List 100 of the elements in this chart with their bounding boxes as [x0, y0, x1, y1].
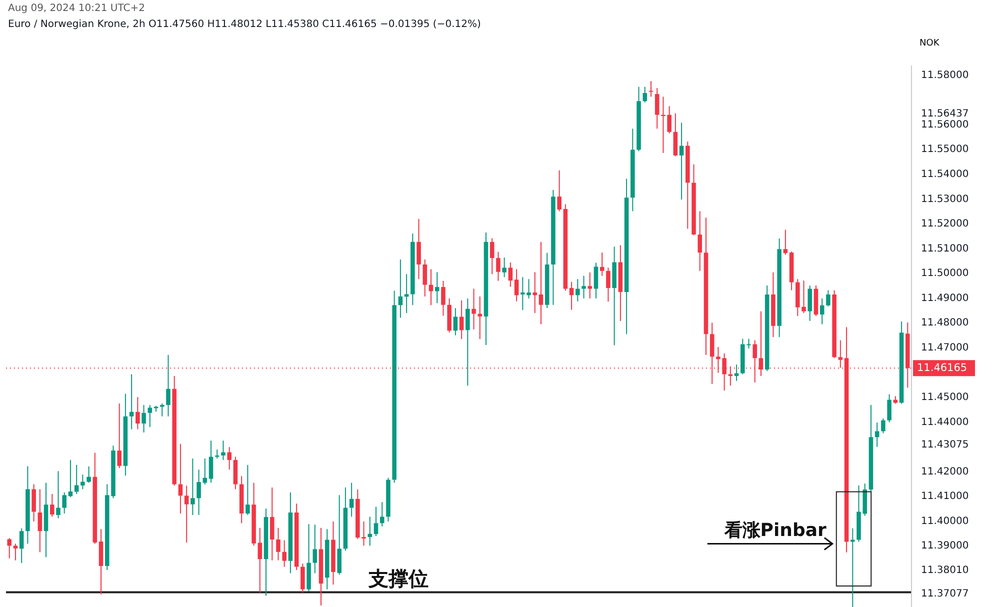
candlestick — [56, 470, 60, 519]
candlestick — [514, 268, 519, 302]
candlestick — [86, 466, 91, 484]
candlestick — [648, 80, 654, 98]
candlestick — [221, 440, 226, 460]
candlestick — [826, 290, 830, 307]
candlestick — [508, 262, 513, 288]
y-tick-label: 11.45000 — [921, 392, 969, 404]
candlestick — [160, 402, 164, 417]
candlestick — [166, 354, 170, 417]
candlestick — [642, 86, 648, 103]
y-tick-label: 11.51000 — [921, 243, 969, 254]
candlestick — [490, 238, 494, 275]
annotation: 看涨Pinbar — [723, 520, 827, 541]
candlestick — [202, 458, 208, 486]
candlestick — [117, 402, 122, 469]
candlestick — [74, 464, 79, 494]
candlestick — [569, 281, 574, 310]
candlestick — [453, 308, 458, 336]
ref-line-label: 11.46165 — [917, 362, 968, 374]
candlestick — [190, 458, 195, 516]
candlestick — [478, 296, 482, 340]
candlestick — [728, 366, 733, 386]
y-tick-label: 11.56000 — [921, 119, 969, 130]
candlestick — [679, 122, 684, 200]
candlestick — [472, 288, 476, 330]
candlestick — [582, 275, 586, 299]
candlestick — [416, 218, 421, 280]
candlestick — [276, 527, 280, 561]
candlestick — [404, 274, 409, 314]
y-tick-label: 11.38010 — [921, 565, 969, 576]
y-tick-label: 11.58000 — [921, 70, 969, 81]
candlestick — [80, 474, 85, 490]
ref-line-label: 支撑位 — [368, 566, 428, 590]
candlestick — [588, 272, 592, 299]
y-tick-label: 11.43075 — [921, 440, 969, 451]
candlestick — [129, 374, 134, 430]
y-tick-label: 11.55000 — [921, 144, 969, 156]
candlestick — [874, 422, 880, 448]
candlestick — [441, 280, 446, 316]
candlestick — [300, 563, 305, 594]
candlestick — [136, 396, 140, 430]
candlestick — [734, 364, 739, 382]
candlestick — [270, 486, 274, 561]
y-tick-label: 11.49000 — [921, 292, 969, 304]
y-tick-label: 11.42000 — [921, 466, 969, 478]
candlestick — [600, 252, 604, 276]
candlestick — [606, 267, 610, 302]
candlestick — [398, 259, 403, 318]
candlestick — [380, 502, 384, 527]
candlestick — [7, 538, 12, 559]
y-tick-label: 11.41000 — [921, 491, 969, 502]
y-tick-label: 11.44000 — [921, 416, 969, 428]
candlestick — [783, 229, 788, 256]
candlestick — [576, 278, 580, 302]
y-tick-label: 11.54000 — [921, 169, 969, 180]
chart-subtitle: Aug 09, 2024 10:21 UTC+2 — [8, 3, 145, 14]
candlestick — [178, 443, 183, 514]
candlestick — [246, 464, 250, 516]
candlestick — [808, 285, 812, 322]
candlestick — [881, 418, 886, 434]
candlestick — [594, 262, 598, 299]
candlestick — [50, 493, 54, 518]
candlestick — [208, 440, 214, 484]
candlestick — [349, 482, 354, 518]
y-tick-label: 11.50000 — [921, 268, 969, 280]
y-tick-label: 11.47000 — [921, 342, 969, 354]
y-tick-label: 11.56437 — [921, 108, 969, 120]
y-tick-label: 11.52000 — [921, 218, 969, 230]
candlestick — [184, 485, 189, 543]
candlestick — [459, 300, 464, 340]
candlestick — [19, 528, 24, 564]
candlestick — [196, 469, 201, 516]
candlestick — [466, 298, 470, 386]
candlestick — [538, 241, 544, 325]
candlestick — [557, 170, 562, 212]
candlestick — [532, 272, 538, 314]
y-tick-label: 11.37077 — [921, 588, 969, 600]
y-axis-title: NOK — [920, 38, 940, 48]
candlestick — [502, 257, 506, 278]
candlestick — [654, 88, 660, 130]
candlestick — [38, 488, 42, 553]
y-tick-label: 11.40000 — [921, 516, 969, 527]
candlestick — [312, 524, 318, 574]
candlestick — [62, 492, 66, 514]
candlestick — [422, 259, 428, 297]
candlestick — [32, 484, 36, 522]
chart-title: Euro / Norwegian Krone, 2h O11.47560 H11.48012 L11.45380 C11.46165 −0.01395 (−0.12%) — [8, 19, 481, 30]
candlestick — [374, 506, 378, 537]
candlestick — [13, 543, 18, 561]
candlestick — [227, 446, 232, 470]
candlestick — [258, 527, 262, 594]
candlestick — [698, 210, 702, 272]
candlestick — [887, 394, 892, 423]
candlestick — [496, 251, 500, 282]
candlestick — [820, 298, 824, 325]
candlestick — [434, 272, 440, 304]
y-tick-label: 11.39000 — [921, 540, 969, 552]
candlestick — [673, 112, 678, 157]
candlestick — [148, 404, 152, 428]
